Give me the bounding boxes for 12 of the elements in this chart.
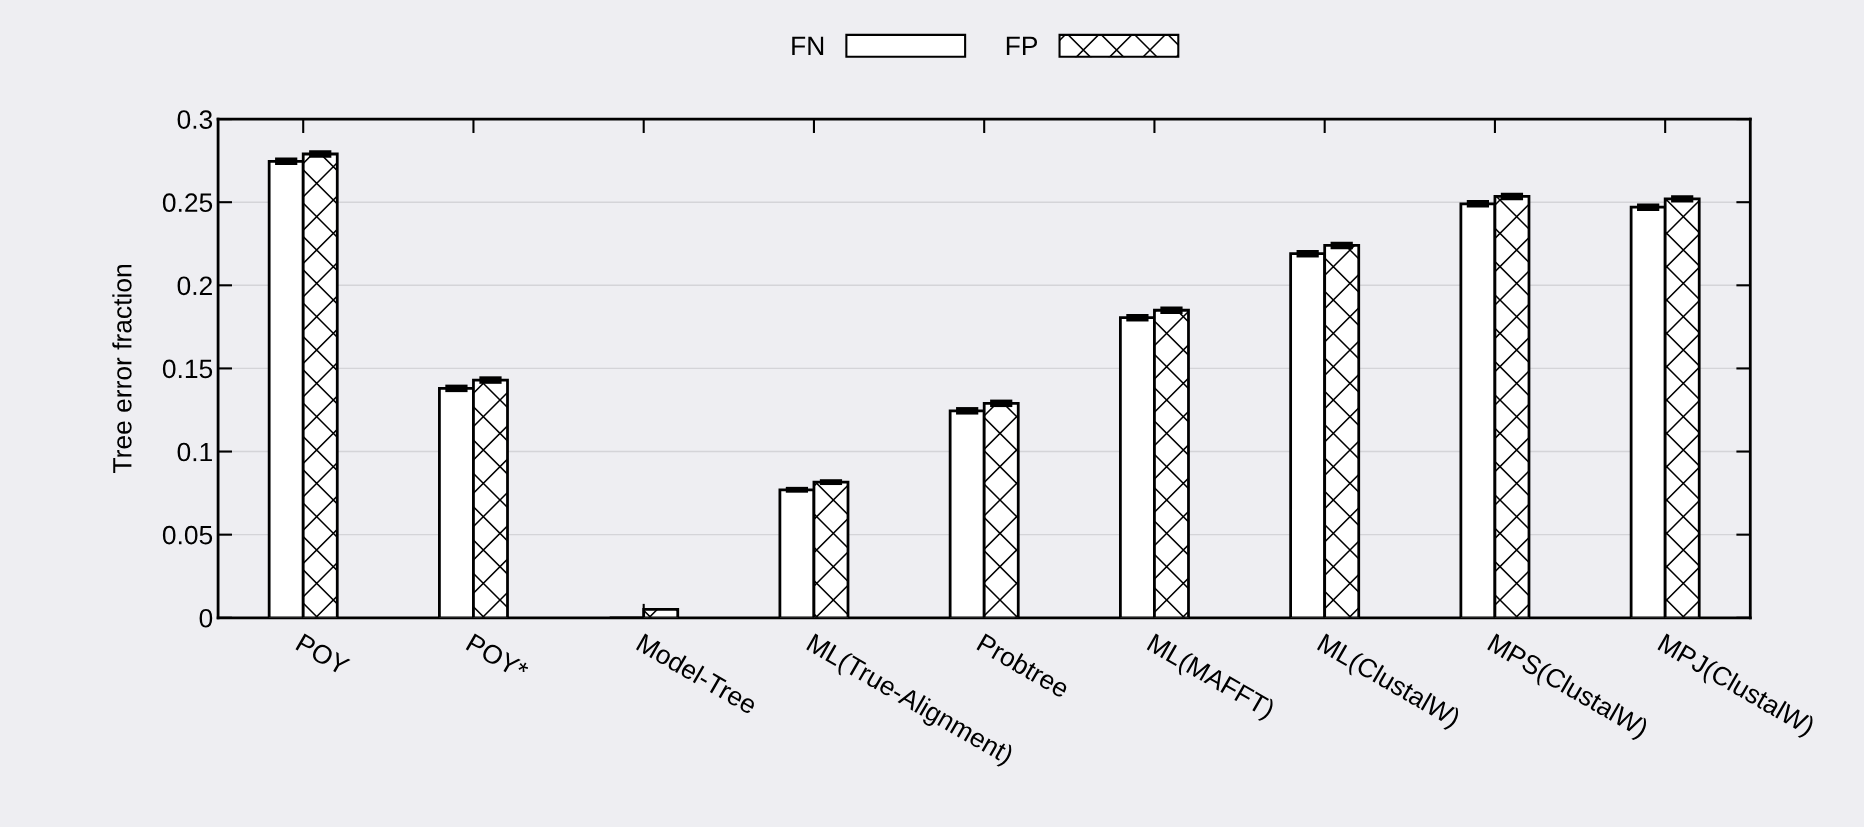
y-tick-label: 0.25 <box>162 193 213 213</box>
y-axis-title: Tree error fraction <box>112 265 132 473</box>
y-tick-label: 0.2 <box>177 276 212 296</box>
legend-label: FP <box>1006 36 1038 55</box>
y-tick-label: 0.1 <box>177 442 212 462</box>
legend-label: FN <box>792 36 824 55</box>
x-tick-label: POY <box>295 633 351 677</box>
y-tick-label: 0 <box>199 608 213 628</box>
y-tick-label: 0.3 <box>177 110 213 129</box>
y-tick-label: 0.05 <box>162 525 213 545</box>
x-tick-label: POY* <box>465 633 530 682</box>
y-tick-label: 0.15 <box>162 359 213 379</box>
